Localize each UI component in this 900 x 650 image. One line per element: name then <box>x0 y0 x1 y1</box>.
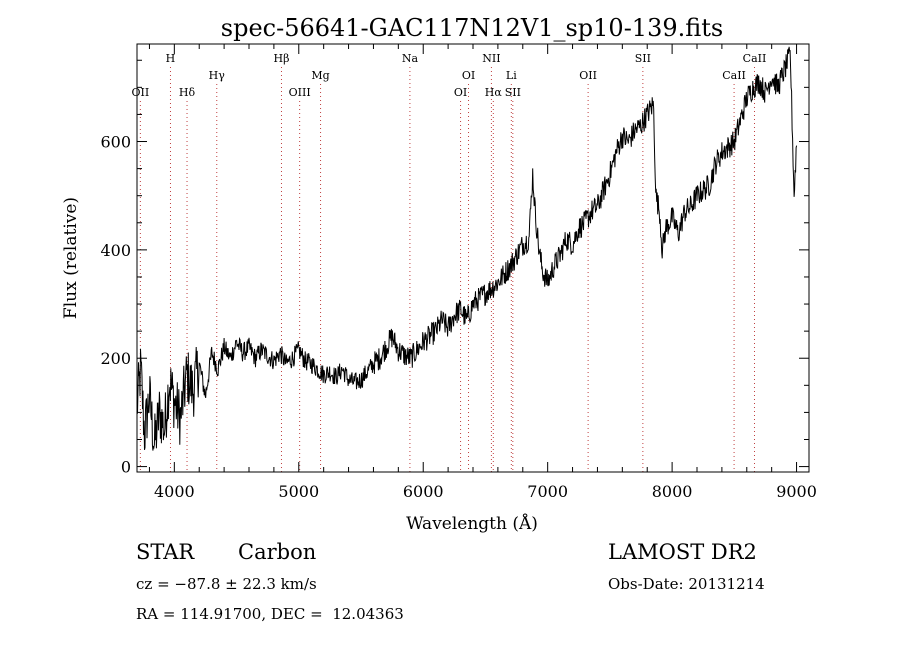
series-layer <box>136 46 798 451</box>
y-tick-label: 400 <box>100 241 131 260</box>
spectral-line-label: CaII <box>743 52 767 65</box>
x-tick-label: 5000 <box>278 482 319 501</box>
spectral-line-label: OI <box>462 69 475 82</box>
x-tick-label: 9000 <box>776 482 817 501</box>
x-tick-label: 7000 <box>527 482 568 501</box>
y-axis-label: Flux (relative) <box>61 197 81 319</box>
x-tick-label: 4000 <box>154 482 195 501</box>
plot-frame <box>136 43 810 473</box>
spectral-line-label: Hβ <box>274 52 290 65</box>
spectral-line-label: H <box>166 52 176 65</box>
spectrum-line <box>136 46 798 451</box>
spectral-line-label: SII <box>635 52 651 65</box>
object-subclass: Carbon <box>238 540 317 564</box>
object-class: STAR <box>136 540 195 564</box>
spectral-line-label: Hα <box>485 86 503 99</box>
x-axis-label: Wavelength (Å) <box>406 513 538 534</box>
y-tick-label: 0 <box>121 458 131 477</box>
redshift-velocity: cz = −87.8 ± 22.3 km/s <box>136 575 317 593</box>
spectral-line-label: OII <box>579 69 597 82</box>
spectral-line-label: OIII <box>289 86 311 99</box>
spectral-line-label: NII <box>482 52 500 65</box>
sky-coordinates: RA = 114.91700, DEC = 12.04363 <box>136 605 404 623</box>
x-tick-label: 8000 <box>652 482 693 501</box>
spectral-line-label: Hγ <box>209 69 226 82</box>
y-tick-label: 200 <box>100 349 131 368</box>
spectral-line-label: SII <box>505 86 521 99</box>
x-tick-label: 6000 <box>403 482 444 501</box>
spectral-line-label: Mg <box>311 69 329 82</box>
y-tick-label: 600 <box>100 133 131 152</box>
spectral-line-label: OI <box>454 86 467 99</box>
spectral-line-label: Li <box>506 69 517 82</box>
axes-layer: 4000 5000 6000 7000 8000 9000 0 200 400 600 <box>100 44 817 501</box>
chart-title: spec-56641-GAC117N12V1_sp10-139.fits <box>221 14 723 42</box>
spectral-line-label: Na <box>402 52 419 65</box>
observation-date: Obs-Date: 20131214 <box>608 575 765 593</box>
spectral-line-label: OII <box>132 86 150 99</box>
survey-name: LAMOST DR2 <box>608 540 757 564</box>
spectral-line-label: CaII <box>722 69 746 82</box>
spectral-line-label: Hδ <box>179 86 196 99</box>
